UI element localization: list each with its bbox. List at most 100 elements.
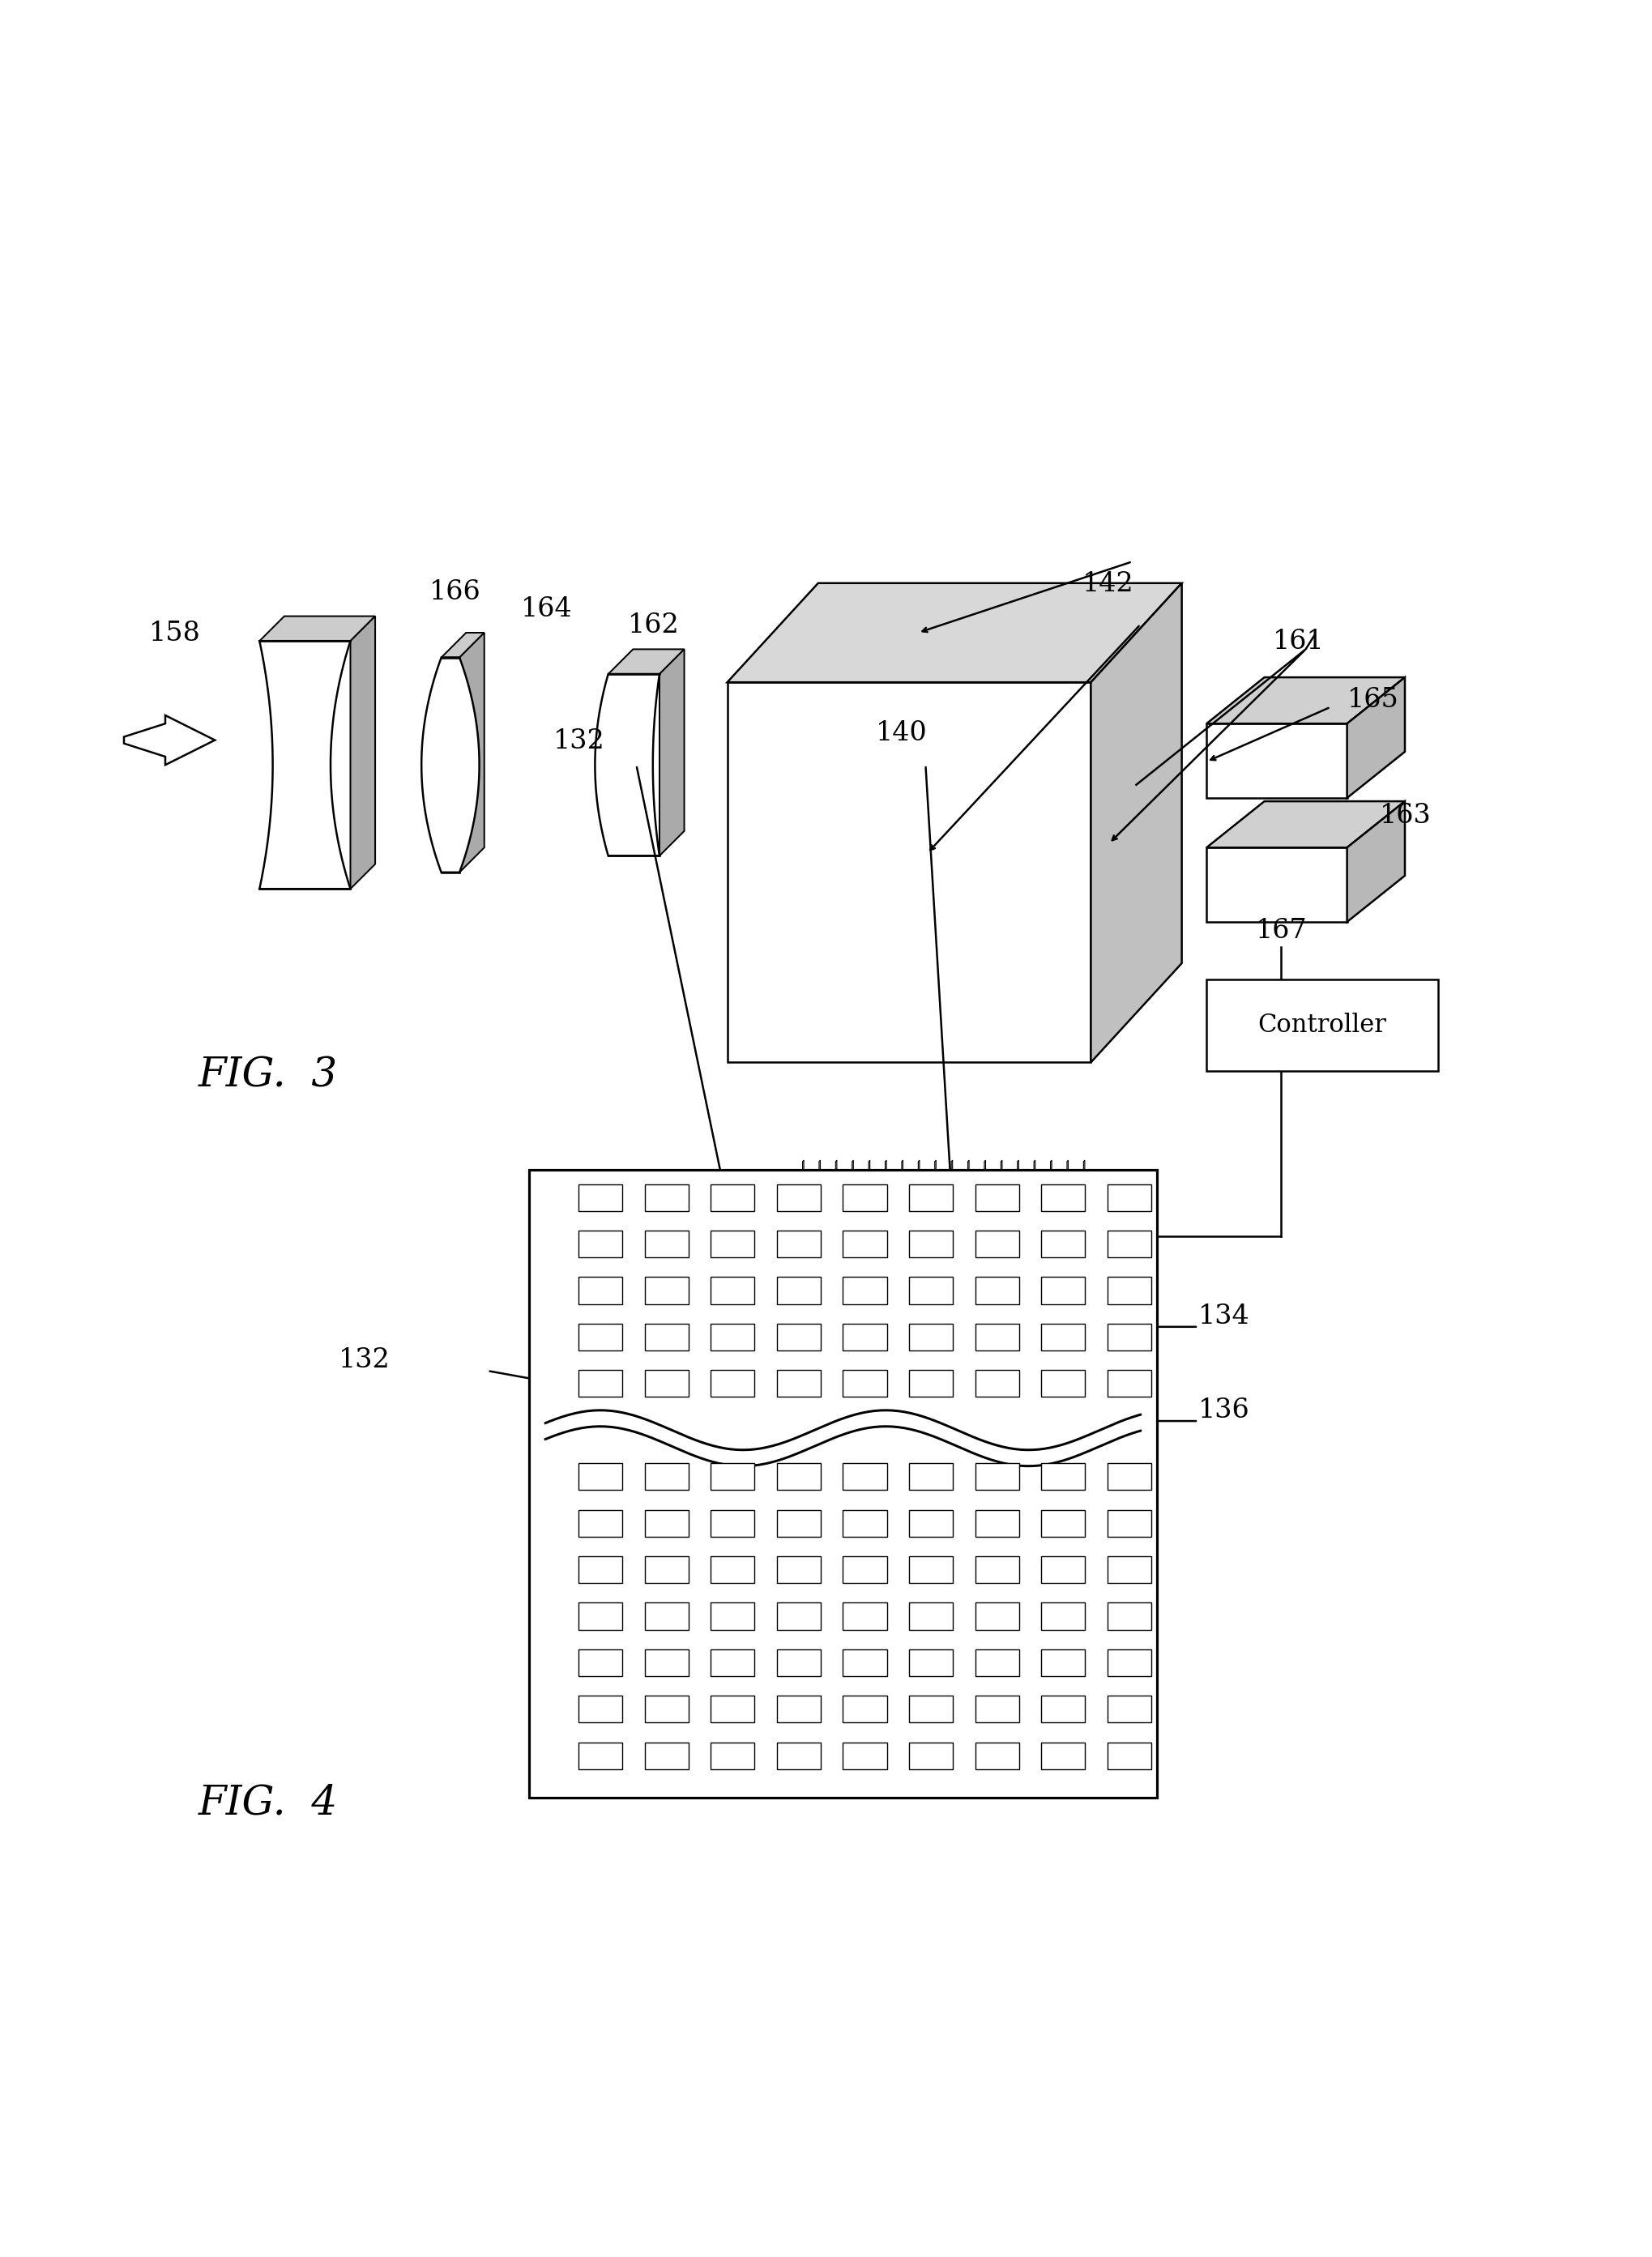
- Bar: [776, 1277, 821, 1305]
- Bar: [1107, 1463, 1151, 1490]
- Bar: [710, 1650, 755, 1677]
- Text: 166: 166: [430, 580, 481, 605]
- Bar: [763, 1212, 785, 1237]
- Bar: [909, 1178, 919, 1277]
- Text: 167: 167: [1256, 919, 1307, 943]
- Bar: [644, 1463, 689, 1490]
- Bar: [975, 1555, 1019, 1582]
- Polygon shape: [1090, 582, 1181, 1063]
- Bar: [1057, 1178, 1067, 1277]
- Bar: [975, 1185, 1019, 1212]
- Text: 140: 140: [876, 720, 927, 745]
- Bar: [909, 1230, 953, 1257]
- Bar: [578, 1370, 623, 1397]
- Bar: [1041, 1695, 1085, 1722]
- Bar: [710, 1277, 755, 1305]
- Bar: [1041, 1463, 1085, 1490]
- Polygon shape: [459, 632, 484, 873]
- Bar: [909, 1602, 953, 1630]
- Bar: [710, 1555, 755, 1582]
- Bar: [644, 1742, 689, 1769]
- Text: 165: 165: [1346, 686, 1398, 713]
- Bar: [578, 1185, 623, 1212]
- Bar: [1107, 1230, 1151, 1257]
- Bar: [578, 1650, 623, 1677]
- Bar: [776, 1230, 821, 1257]
- Polygon shape: [421, 657, 479, 873]
- Bar: [578, 1742, 623, 1769]
- Polygon shape: [608, 650, 684, 675]
- Polygon shape: [1346, 677, 1404, 799]
- Bar: [843, 1277, 887, 1305]
- Bar: [909, 1185, 953, 1212]
- Text: 132: 132: [339, 1347, 390, 1372]
- Bar: [1107, 1742, 1151, 1769]
- Bar: [727, 1178, 801, 1212]
- Bar: [644, 1370, 689, 1397]
- Bar: [710, 1323, 755, 1350]
- Polygon shape: [1206, 801, 1404, 849]
- Bar: [578, 1555, 623, 1582]
- Bar: [1107, 1323, 1151, 1350]
- Bar: [710, 1695, 755, 1722]
- Text: 158: 158: [149, 621, 200, 648]
- Text: Controller: Controller: [1257, 1013, 1386, 1038]
- Bar: [1107, 1555, 1151, 1582]
- Bar: [991, 1178, 1001, 1277]
- Bar: [727, 1212, 747, 1237]
- Polygon shape: [727, 682, 1090, 1063]
- Bar: [909, 1510, 953, 1537]
- Text: 162: 162: [628, 612, 679, 639]
- Bar: [909, 1555, 953, 1582]
- Polygon shape: [1206, 724, 1346, 799]
- Text: 163: 163: [1379, 803, 1431, 828]
- Bar: [776, 1463, 821, 1490]
- Bar: [843, 1650, 887, 1677]
- Bar: [843, 1695, 887, 1722]
- Bar: [975, 1178, 985, 1277]
- Bar: [644, 1555, 689, 1582]
- Bar: [578, 1463, 623, 1490]
- Bar: [1041, 1742, 1085, 1769]
- Bar: [942, 1178, 952, 1277]
- Polygon shape: [659, 650, 684, 855]
- Bar: [1041, 1323, 1085, 1350]
- Bar: [578, 1695, 623, 1722]
- Bar: [892, 1178, 902, 1277]
- Bar: [1107, 1185, 1151, 1212]
- Bar: [1041, 1230, 1085, 1257]
- Bar: [1041, 1370, 1085, 1397]
- Polygon shape: [350, 616, 375, 889]
- Bar: [909, 1742, 953, 1769]
- Bar: [859, 1178, 869, 1277]
- Bar: [843, 1178, 852, 1277]
- Bar: [975, 1370, 1019, 1397]
- Bar: [710, 1185, 755, 1212]
- Bar: [578, 1510, 623, 1537]
- Bar: [644, 1602, 689, 1630]
- Bar: [975, 1650, 1019, 1677]
- Bar: [843, 1602, 887, 1630]
- Bar: [809, 1178, 819, 1277]
- Bar: [975, 1602, 1019, 1630]
- Bar: [710, 1230, 755, 1257]
- Polygon shape: [441, 632, 484, 657]
- Bar: [793, 1178, 803, 1277]
- Bar: [1074, 1178, 1084, 1277]
- Bar: [776, 1602, 821, 1630]
- Bar: [909, 1370, 953, 1397]
- Bar: [644, 1695, 689, 1722]
- Bar: [644, 1650, 689, 1677]
- Polygon shape: [1206, 849, 1346, 921]
- Bar: [1107, 1695, 1151, 1722]
- Bar: [843, 1510, 887, 1537]
- Bar: [975, 1323, 1019, 1350]
- Bar: [578, 1277, 623, 1305]
- Bar: [644, 1277, 689, 1305]
- Polygon shape: [1206, 677, 1404, 724]
- Bar: [710, 1370, 755, 1397]
- Bar: [776, 1695, 821, 1722]
- Bar: [843, 1742, 887, 1769]
- Bar: [1107, 1650, 1151, 1677]
- Bar: [975, 1230, 1019, 1257]
